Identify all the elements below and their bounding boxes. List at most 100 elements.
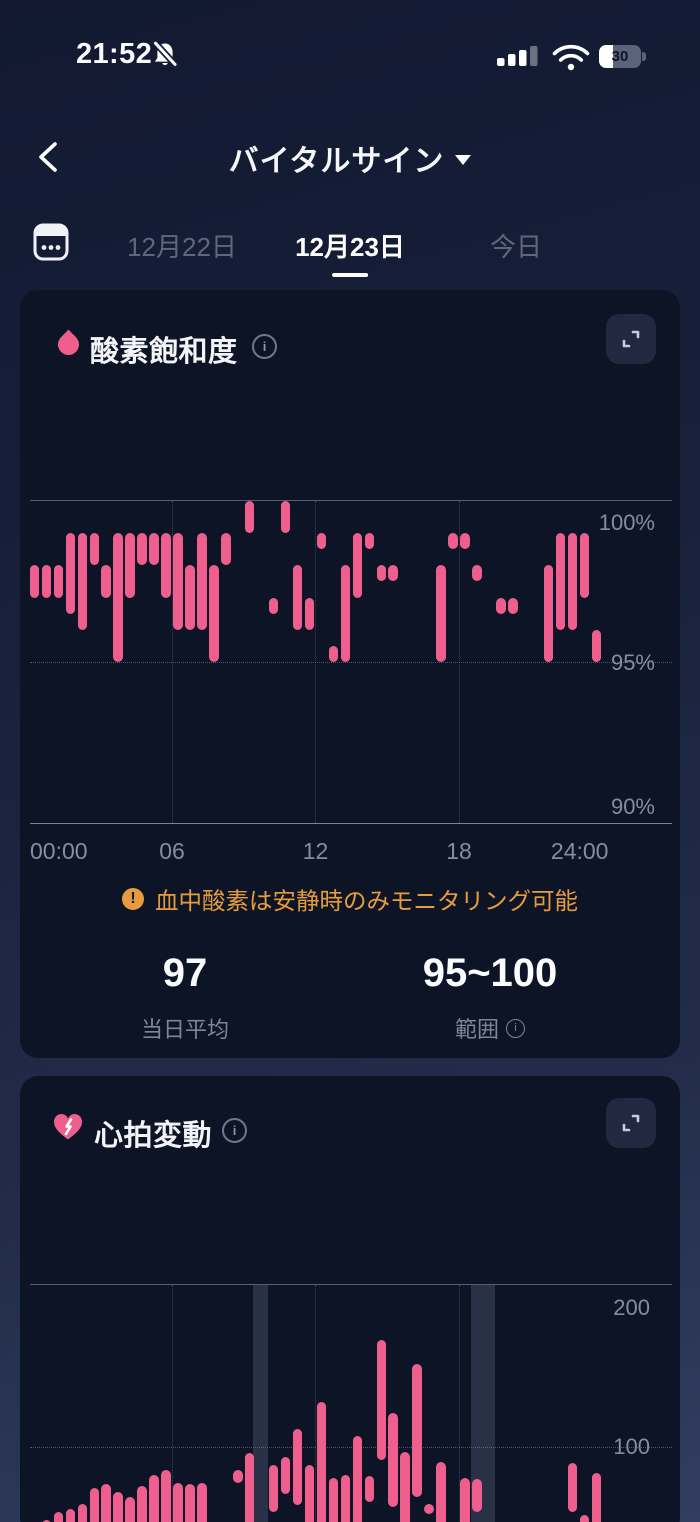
warning-icon: ! [122,888,144,910]
y-axis-label: 95% [610,650,655,675]
spo2-chart [29,500,672,824]
gridline-100 [30,1447,672,1448]
tab-date-prev[interactable]: 12月22日 [127,232,237,262]
range-bar [400,1451,410,1522]
gridline-vertical [315,1285,317,1522]
spo2-card-title: 酸素飽和度 [90,336,238,368]
range-bar [173,533,183,630]
range-bar [304,597,315,630]
range-bar [555,533,566,630]
battery-nub [642,52,646,61]
range-bar [53,1511,64,1522]
x-axis-label: 18 [446,838,472,864]
range-bar [448,533,458,550]
spo2-info-icon[interactable]: i [252,334,277,359]
chevron-down-icon [455,155,472,165]
back-button[interactable] [34,140,64,174]
range-bar [280,501,291,534]
range-bar [340,565,351,662]
battery-indicator: 30 [599,45,646,68]
range-bar [496,597,506,614]
range-bar [376,1340,386,1460]
hrv-card-title: 心拍変動 [94,1120,213,1152]
range-bar [460,533,470,550]
y-axis-label: 100 [613,1434,650,1459]
range-bar [41,565,52,598]
range-bar [113,533,123,662]
status-time: 21:52 [76,38,153,70]
range-bar [149,533,159,566]
range-bar [376,565,386,582]
range-bar [101,565,111,598]
battery-percent-text: 30 [611,48,629,65]
range-bar [328,1477,339,1522]
notifications-muted-icon [151,40,179,68]
range-bar [221,533,231,566]
range-bar [292,565,303,630]
battery-body [599,45,641,68]
range-bar [412,1364,422,1498]
range-bar [460,1477,470,1522]
range-bar [268,597,279,614]
calendar-button[interactable] [32,220,70,262]
blood-drop-icon [53,329,84,360]
range-bar [316,1401,327,1522]
range-bar [77,533,88,630]
range-bar [161,1469,171,1522]
heart-pulse-icon [54,1114,82,1140]
expand-icon [622,1114,640,1132]
gridline-vertical [315,501,317,823]
range-bar [388,1412,398,1507]
range-bar [101,1484,111,1522]
range-label: 範囲 [454,1017,499,1042]
range-bar [65,1508,76,1522]
range-bar [388,565,398,582]
expand-icon [622,330,640,348]
range-bar [185,565,195,630]
range-bar [591,1472,602,1522]
daily-average-value: 97 [162,951,208,995]
daily-average-stat: 97 当日平均 [85,950,285,1044]
range-bar [125,1497,135,1522]
range-bar [185,1484,195,1522]
range-bar [125,533,135,598]
hrv-info-icon[interactable]: i [222,1118,247,1143]
title-dropdown[interactable]: バイタルサイン [0,138,700,178]
spo2-card: 酸素飽和度 i 100% 95% 90% 00:00 06 12 18 24:00 ! … [20,290,680,1058]
page-title: バイタルサイン [228,145,445,178]
range-bar [292,1429,303,1506]
range-bar [436,1461,446,1522]
hrv-expand-button[interactable] [606,1098,656,1148]
range-bar [65,533,76,614]
warning-text: 血中酸素は安静時のみモニタリング可能 [155,888,578,914]
range-bar [508,597,518,614]
range-bar [137,1485,147,1522]
range-bar [161,533,171,598]
highlight-band [470,1285,495,1522]
range-value: 95~100 [422,951,558,995]
spo2-expand-button[interactable] [606,314,656,364]
range-bar [137,533,147,566]
range-bar [209,565,219,662]
range-bar [352,533,363,598]
gridline-vertical [458,501,460,823]
gridline-95pct [30,662,672,663]
tab-date-today[interactable]: 今日 [489,232,543,262]
range-bar [579,1515,590,1522]
highlight-band [253,1285,268,1522]
warning-row: ! 血中酸素は安静時のみモニタリング可能 [20,882,680,916]
tab-date-selected[interactable]: 12月23日 [295,227,405,264]
range-info-icon[interactable]: i [506,1018,525,1038]
range-bar [173,1482,183,1522]
range-bar [364,533,375,550]
range-bar [543,565,554,662]
range-bar [316,533,327,550]
gridline-vertical [171,1285,173,1522]
range-bar [436,565,446,662]
range-bar [591,629,602,662]
range-bar [364,1476,375,1503]
range-bar [579,533,590,598]
x-axis-label: 24:00 [550,838,609,864]
range-bar [424,1503,434,1514]
